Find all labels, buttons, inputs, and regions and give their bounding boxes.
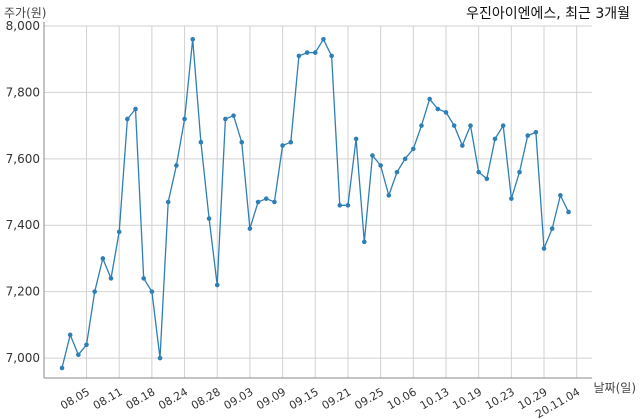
x-tick-labels: 08.0508.1108.1808.2408.2809.0309.0909.15… — [58, 385, 582, 419]
x-tick-label: 10.23 — [483, 385, 517, 412]
data-point — [492, 136, 498, 142]
x-tick-label: 10.13 — [418, 385, 452, 412]
data-point — [402, 156, 408, 162]
data-point — [165, 199, 171, 205]
y-tick-labels: 7,000 7,200 7,400 7,600 7,800 8,000 — [6, 19, 40, 365]
data-point — [353, 136, 359, 142]
data-point — [370, 153, 375, 158]
data-point — [541, 246, 547, 251]
grid-lines — [44, 25, 592, 378]
data-point — [566, 209, 571, 215]
data-point — [329, 53, 334, 59]
data-point — [443, 110, 449, 115]
chart-title: 우진아이엔에스, 최근 3개월 — [466, 6, 630, 22]
data-point — [116, 229, 122, 235]
data-point — [451, 123, 457, 128]
data-point — [288, 139, 294, 145]
data-point — [361, 239, 367, 245]
y-axis-label: 주가(원) — [4, 6, 46, 20]
x-tick-label: 09.09 — [254, 385, 288, 412]
data-point — [108, 276, 114, 281]
data-point — [386, 193, 392, 198]
data-point — [190, 36, 196, 42]
data-point — [92, 289, 97, 294]
data-point — [182, 116, 187, 122]
data-point — [419, 123, 424, 128]
data-point — [263, 196, 269, 201]
data-point — [231, 113, 236, 118]
x-axis-label: 날짜(일) — [594, 381, 636, 395]
x-tick-label: 09.03 — [222, 385, 256, 412]
data-point — [125, 116, 130, 122]
data-point — [484, 176, 490, 182]
y-tick-label: 7,600 — [6, 152, 40, 166]
data-point — [157, 355, 163, 361]
data-point — [223, 116, 228, 122]
data-point — [59, 365, 65, 371]
data-point — [198, 139, 204, 145]
data-point — [411, 146, 416, 152]
x-tick-label: 09.21 — [320, 385, 354, 412]
data-point — [312, 50, 318, 55]
x-tick-label: 08.18 — [124, 385, 158, 412]
data-point — [76, 352, 81, 358]
data-point — [84, 342, 89, 348]
data-point — [206, 216, 212, 221]
data-point — [468, 123, 473, 128]
data-point — [509, 196, 514, 201]
y-tick-label: 7,800 — [6, 85, 40, 99]
data-point — [272, 199, 277, 205]
data-point — [460, 143, 465, 148]
data-point — [525, 133, 530, 138]
data-point — [247, 226, 253, 231]
data-point — [427, 96, 432, 102]
y-tick-label: 7,000 — [6, 351, 40, 365]
data-point — [214, 282, 220, 288]
data-point — [304, 50, 310, 55]
data-point — [337, 203, 343, 208]
data-point — [500, 123, 506, 128]
data-point — [394, 169, 400, 175]
data-points — [59, 36, 571, 371]
data-point — [533, 129, 539, 135]
data-point — [345, 203, 351, 208]
x-tick-label: 08.28 — [189, 385, 223, 412]
x-tick-label: 09.25 — [352, 385, 386, 412]
data-point — [435, 106, 441, 112]
data-point — [141, 276, 146, 281]
x-tick-label: 08.11 — [91, 385, 125, 412]
data-point — [296, 53, 302, 59]
x-tick-label: 10.19 — [450, 385, 484, 412]
data-point — [476, 169, 481, 175]
x-tick-label: 10.06 — [385, 385, 419, 412]
data-point — [174, 163, 179, 168]
data-point — [239, 139, 245, 145]
axes — [43, 22, 592, 379]
y-tick-label: 7,200 — [6, 285, 40, 299]
data-point — [558, 193, 563, 198]
y-tick-label: 8,000 — [6, 19, 40, 33]
data-point — [67, 332, 73, 338]
x-tick-label: 08.05 — [58, 385, 92, 412]
data-point — [549, 226, 555, 231]
data-point — [100, 256, 106, 261]
data-point — [149, 289, 155, 294]
x-tick-label: 09.15 — [287, 385, 321, 412]
data-point — [321, 36, 326, 42]
data-point — [378, 163, 383, 168]
data-point — [133, 106, 138, 112]
data-point — [517, 169, 522, 175]
data-point — [255, 199, 261, 205]
data-point — [280, 143, 285, 148]
x-tick-label: 08.24 — [156, 385, 190, 412]
y-tick-label: 7,400 — [6, 218, 40, 232]
